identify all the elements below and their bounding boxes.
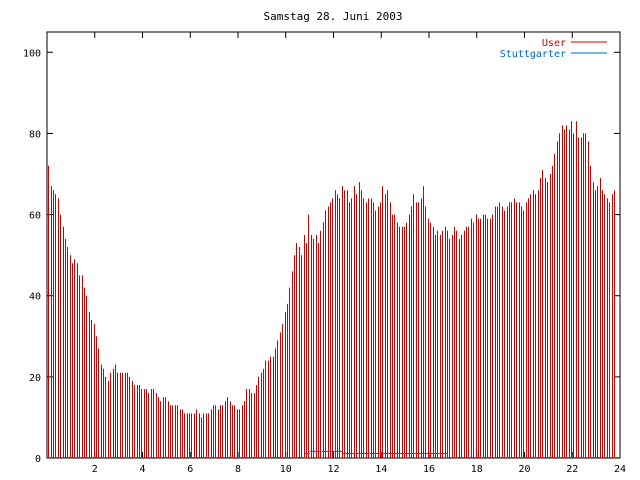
x-tick-label: 24 xyxy=(614,464,626,475)
y-tick-label: 100 xyxy=(23,48,41,59)
highlight-bars xyxy=(335,206,527,458)
x-tick-label: 2 xyxy=(92,464,98,475)
x-tick-label: 18 xyxy=(471,464,483,475)
chart-title: Samstag 28. Juni 2003 xyxy=(263,10,402,23)
x-tick-label: 20 xyxy=(518,464,530,475)
legend: User Stuttgarter xyxy=(500,38,607,60)
y-tick-label: 20 xyxy=(29,373,41,384)
y-axis: 0 20 40 60 80 100 xyxy=(23,48,620,465)
x-tick-label: 8 xyxy=(235,464,241,475)
x-tick-label: 10 xyxy=(280,464,292,475)
x-tick-label: 16 xyxy=(423,464,435,475)
legend-user-label: User xyxy=(542,38,566,49)
y-tick-label: 0 xyxy=(35,454,41,465)
x-tick-label: 22 xyxy=(566,464,578,475)
legend-stuttgarter-label: Stuttgarter xyxy=(500,49,566,60)
x-tick-label: 4 xyxy=(139,464,145,475)
y-tick-label: 60 xyxy=(29,211,41,222)
y-tick-label: 40 xyxy=(29,292,41,303)
x-tick-label: 12 xyxy=(327,464,339,475)
x-tick-label: 6 xyxy=(187,464,193,475)
user-series-bars xyxy=(48,121,615,458)
y-tick-label: 80 xyxy=(29,129,41,140)
stuttgarter-series xyxy=(47,450,620,458)
x-tick-label: 14 xyxy=(375,464,387,475)
